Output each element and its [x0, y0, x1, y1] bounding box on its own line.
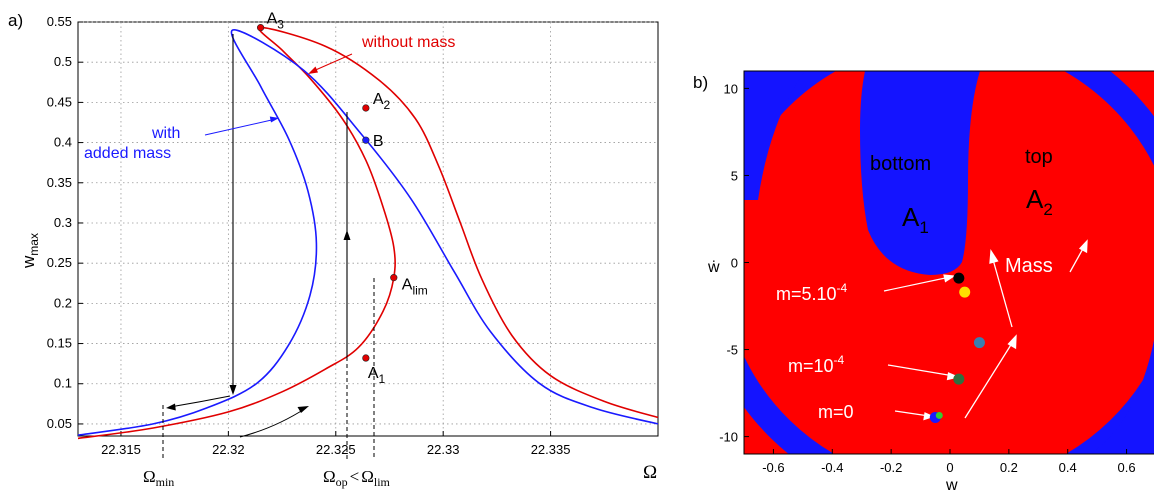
panel-a-y-tick-label: 0.05	[47, 416, 72, 431]
mass-arrow-1-head	[1007, 334, 1017, 350]
panel-a-y-tick-label: 0.2	[54, 295, 72, 310]
panel-a-y-tick-label: 0.55	[47, 14, 72, 29]
series-without-mass-line	[77, 26, 659, 440]
panel-a-x-tick-label: 22.33	[427, 442, 460, 457]
region-top-attractor: A2	[1026, 184, 1053, 219]
panel-a-y-tick-label: 0.3	[54, 215, 72, 230]
panel-a-frame	[77, 21, 659, 437]
jump-up-arrowhead	[343, 230, 351, 240]
basin-bottom-right-blue	[1090, 340, 1154, 454]
state-point-3	[953, 373, 965, 385]
marker-point-a1	[362, 354, 370, 362]
panel-b-x-tick-label: -0.4	[821, 460, 843, 475]
label-omega-min: Ωmin	[143, 467, 174, 489]
panel-b-x-tick-label: 0	[946, 460, 953, 475]
state-point-0	[953, 272, 965, 284]
state-point-accent	[935, 411, 943, 419]
panel-a-x-tick-labels: 22.315 22.32 22.325 22.33 22.335	[101, 442, 570, 457]
panel-b-x-tick-labels: -0.6 -0.4 -0.2 0 0.2 0.4 0.6	[762, 449, 1136, 475]
panel-b-x-tick-label: -0.2	[880, 460, 902, 475]
marker-point-alim	[390, 274, 398, 282]
panel-b-x-tick-label: 0.2	[1000, 460, 1018, 475]
panel-a-y-tick-label: 0.15	[47, 336, 72, 351]
panel-a-y-tick-label: 0.45	[47, 94, 72, 109]
panel-b-x-tick-label: 0.4	[1059, 460, 1077, 475]
panel-a-x-tick-label: 22.315	[101, 442, 141, 457]
mass-arrow-2	[991, 255, 1013, 328]
without-mass-pointer	[310, 53, 353, 73]
panel-a-markers: A3 A2 B Alim A1	[256, 11, 428, 386]
state-point-label-3: m=10-4	[788, 353, 845, 376]
panel-a-y-tick-label: 0.25	[47, 255, 72, 270]
basin-bottom-region	[860, 71, 980, 275]
mass-arrow-2-head	[989, 249, 999, 264]
mass-arrow-1	[964, 339, 1015, 419]
point-pointers	[883, 274, 960, 421]
panel-a-x-tick-label: 22.325	[316, 442, 356, 457]
with-mass-pointer	[204, 118, 277, 136]
label-added-mass: added mass	[84, 145, 171, 162]
marker-label-a1: A1	[368, 365, 386, 386]
without-mass-pointer-head	[308, 66, 318, 74]
panel-b-basin-map	[744, 71, 1154, 454]
mass-arrow-3-head	[1078, 239, 1088, 254]
panel-a-x-tick-label: 22.32	[212, 442, 245, 457]
label-without-mass: without mass	[361, 34, 455, 51]
marker-label-alim: Alim	[402, 277, 428, 298]
marker-label-b: B	[373, 133, 384, 150]
state-point-label-0: m=5.10-4	[776, 281, 848, 304]
panel-a-grid	[78, 21, 658, 436]
panel-b-points: m=5.10-4 m=10-4 m=0	[776, 272, 985, 423]
panel-b-x-tick-label: -0.6	[762, 460, 784, 475]
region-bottom-label: bottom	[870, 153, 931, 175]
marker-label-a3: A3	[267, 11, 285, 32]
region-top-label: top	[1025, 146, 1053, 168]
basin-top-left-blue	[744, 71, 805, 200]
state-point-label-4: m=0	[818, 402, 854, 422]
series-with-added-mass-line	[77, 29, 659, 436]
panel-a-y-tick-label: 0.1	[54, 376, 72, 391]
state-point-2	[973, 337, 985, 349]
panel-b-y-tick-label: -5	[726, 343, 738, 358]
label-omega-op-lim: Ωop < Ωlim	[323, 467, 391, 489]
state-point-1	[959, 286, 971, 298]
marker-point-b	[362, 136, 370, 144]
panel-b-y-tick-label: 10	[724, 81, 738, 96]
panel-a-y-tick-label: 0.4	[54, 135, 72, 150]
sweep-down-arrowhead	[166, 403, 176, 411]
panel-b-y-tick-label: -10	[719, 430, 738, 445]
panel-b-y-tick-label: 5	[731, 168, 738, 183]
panel-b-x-tick-label: 0.6	[1118, 460, 1136, 475]
panel-a-y-axis-label: wmax	[19, 233, 41, 269]
panel-a-y-tick-label: 0.5	[54, 54, 72, 69]
marker-point-a3	[256, 24, 265, 32]
panel-a-x-tick-label: 22.335	[531, 442, 571, 457]
panel-b-label: b)	[693, 73, 708, 92]
panel-a-y-tick-label: 0.35	[47, 175, 72, 190]
panel-a-y-tick-labels: 0.05 0.1 0.15 0.2 0.25 0.3 0.35 0.4 0.45 0.5 0.55	[47, 14, 72, 431]
marker-label-a2: A2	[373, 91, 391, 112]
label-with: with	[151, 125, 180, 142]
panel-a-label: a)	[8, 11, 23, 30]
with-mass-pointer-head	[269, 116, 279, 123]
sweep-up-arrowhead	[297, 406, 309, 413]
panel-b-y-tick-labels: 10 5 0 -5 -10	[719, 81, 749, 445]
panel-b-y-tick-label: 0	[731, 256, 738, 271]
panel-a-x-axis-label: Ω	[643, 462, 657, 483]
region-bottom-attractor: A1	[902, 202, 929, 237]
panel-b-x-axis-label: w	[945, 477, 958, 494]
jump-down-arrowhead	[229, 385, 237, 395]
marker-point-a2	[362, 104, 370, 112]
panel-b-y-axis-label: ẇ	[707, 259, 720, 276]
mass-label: Mass	[1005, 255, 1053, 277]
mass-arrows	[964, 239, 1088, 419]
